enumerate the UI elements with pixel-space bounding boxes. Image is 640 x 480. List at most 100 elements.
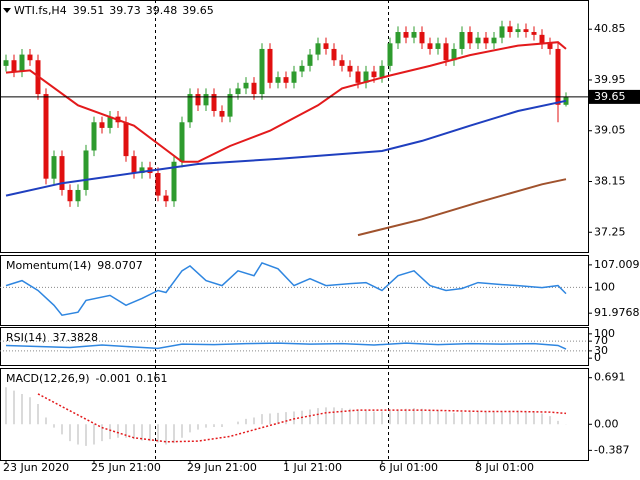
indicator-line [5, 41, 567, 163]
candle-body [379, 65, 385, 78]
candle-body [51, 156, 57, 179]
x-tick-label: 8 Jul 01:00 [475, 461, 534, 474]
candle-body [467, 32, 473, 44]
candle-body [243, 82, 249, 89]
indicator-line [37, 393, 567, 443]
x-tick-label: 29 Jun 21:00 [187, 461, 257, 474]
y-tick-label: 39.95 [594, 73, 626, 86]
indicator-line [5, 99, 567, 197]
candle-body [27, 54, 33, 61]
candle-body [523, 29, 529, 33]
x-tick-label: 25 Jun 21:00 [91, 461, 161, 474]
indicator-line [357, 178, 567, 237]
candle-body [123, 122, 129, 157]
candle-body [331, 48, 337, 61]
candle-body [427, 43, 433, 49]
candle-body [219, 110, 225, 117]
indicator-line [5, 342, 567, 350]
x-tick-label: 23 Jun 2020 [3, 461, 69, 474]
candle-body [163, 195, 169, 202]
candle-body [83, 150, 89, 190]
last-price-box [588, 89, 640, 104]
y-tick-label: 40.85 [594, 22, 626, 35]
panel-title: Momentum(14) [6, 259, 91, 272]
y-tick-label: -0.387 [594, 443, 629, 456]
candle-body [291, 71, 297, 83]
panel-value: 39.51 [73, 4, 105, 17]
candle-body [451, 48, 457, 61]
panel-value: -0.001 [96, 372, 131, 385]
candle-body [3, 60, 9, 66]
candle-body [139, 167, 145, 174]
y-tick-label: 70 [594, 334, 608, 347]
x-tick-label: 1 Jul 21:00 [283, 461, 342, 474]
collapse-arrow[interactable] [3, 8, 11, 13]
y-tick-label: 0.691 [594, 371, 626, 384]
candle-body [491, 37, 497, 44]
candle-body [515, 29, 521, 33]
y-tick-label: 107.009 [594, 258, 640, 271]
candle-body [403, 32, 409, 38]
candle-body [387, 43, 393, 66]
y-tick-label: 100 [594, 280, 615, 293]
candle-body [131, 156, 137, 174]
y-tick-label: 91.9768 [594, 306, 640, 319]
panel-title: MACD(12,26,9) [6, 372, 90, 385]
candle-body [211, 94, 217, 111]
candle-body [347, 65, 353, 72]
candle-body [107, 116, 113, 128]
candle-body [235, 88, 241, 95]
candle-body [459, 32, 465, 49]
candle-body [203, 94, 209, 106]
panel-value: 0.161 [136, 372, 168, 385]
candle-body [179, 122, 185, 162]
x-tick-label: 6 Jul 01:00 [379, 461, 438, 474]
candle-body [259, 48, 265, 95]
candle-body [395, 32, 401, 44]
candle-body [299, 65, 305, 72]
candle-body [67, 189, 73, 202]
candle-body [315, 43, 321, 55]
candle-body [19, 54, 25, 72]
panel-title: WTI.fs,H4 [14, 4, 67, 17]
panel-border [0, 0, 589, 253]
last-price-label: 39.65 [594, 90, 626, 103]
candle-body [435, 43, 441, 49]
candle-body [371, 71, 377, 78]
candle-body [507, 26, 513, 33]
candle-body [307, 54, 313, 66]
candle-body [539, 34, 545, 44]
y-tick-label: 37.25 [594, 225, 626, 238]
indicator-line [5, 261, 567, 317]
y-tick-label: 38.15 [594, 174, 626, 187]
panel-border [0, 327, 589, 366]
candle-body [323, 43, 329, 49]
candle-body [419, 32, 425, 44]
panel-title: RSI(14) [6, 331, 46, 344]
candle-body [283, 77, 289, 83]
panel-value: 39.65 [182, 4, 214, 17]
candle-body [75, 189, 81, 202]
candle-body [475, 37, 481, 44]
candle-body [547, 43, 553, 49]
candle-body [531, 32, 537, 35]
panel-value: 98.0707 [97, 259, 143, 272]
candle-body [363, 71, 369, 83]
panel-value: 39.73 [109, 4, 141, 17]
candle-body [339, 60, 345, 66]
candle-body [275, 77, 281, 83]
candle-body [411, 32, 417, 38]
y-tick-label: 39.05 [594, 124, 626, 137]
panel-border [0, 368, 589, 461]
panel-value: 39.48 [146, 4, 178, 17]
y-tick-label: 100 [594, 327, 615, 340]
candle-body [195, 94, 201, 106]
y-tick-label: 0.00 [594, 417, 619, 430]
candle-body [555, 48, 561, 105]
candle-body [91, 122, 97, 151]
candle-body [155, 173, 161, 196]
candle-body [43, 94, 49, 179]
panel-value: 37.3828 [52, 331, 98, 344]
candle-body [171, 161, 177, 202]
